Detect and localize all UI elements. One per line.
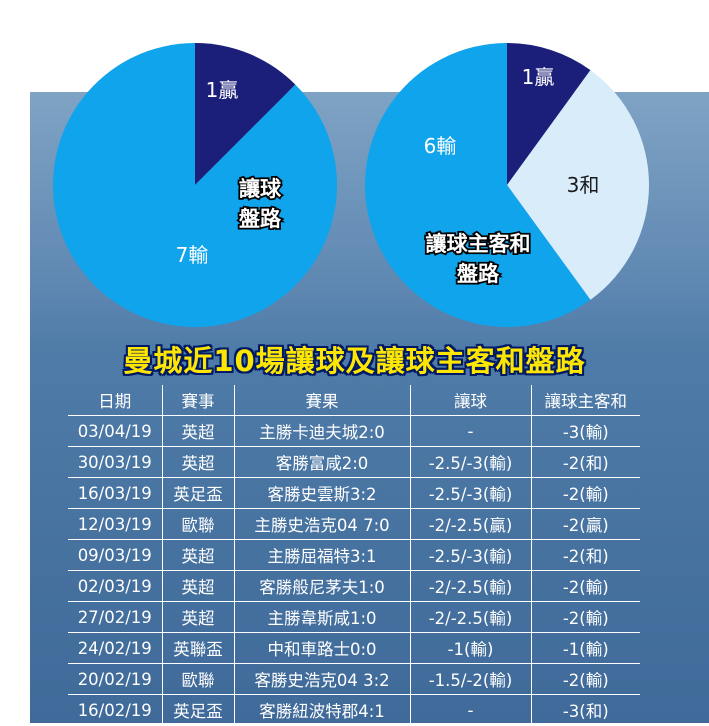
cell-date: 16/03/19 bbox=[68, 477, 162, 509]
pie-chart-handicap bbox=[52, 43, 337, 327]
cell-competition: 英聯盃 bbox=[161, 632, 234, 664]
cell-competition: 歐聯 bbox=[161, 663, 234, 695]
pie1-slice-0 bbox=[195, 43, 296, 185]
cell-handicap-home-away: -2(輸) bbox=[530, 570, 640, 602]
cell-date: 12/03/19 bbox=[68, 508, 162, 540]
cell-competition: 英足盃 bbox=[161, 694, 234, 726]
cell-handicap: -2.5/-3(輸) bbox=[409, 477, 531, 509]
header-result: 賽果 bbox=[233, 385, 410, 416]
cell-result: 客勝史浩克04 3:2 bbox=[233, 663, 410, 695]
cell-handicap: -2/-2.5(輸) bbox=[409, 601, 531, 633]
table-row: 30/03/19 英超 客勝富咸2:0 -2.5/-3(輸) -2(和) bbox=[68, 446, 640, 478]
pie1-label-lose: 7輸 bbox=[176, 243, 209, 267]
cell-date: 27/02/19 bbox=[68, 601, 162, 633]
cell-handicap-home-away: -2(輸) bbox=[530, 477, 640, 509]
pie2-label-draw: 3和 bbox=[567, 173, 600, 197]
cell-competition: 歐聯 bbox=[161, 508, 234, 540]
cell-date: 03/04/19 bbox=[68, 415, 162, 447]
cell-handicap: - bbox=[409, 415, 531, 447]
header-handicap-home-away: 讓球主客和 bbox=[530, 385, 640, 416]
header-competition: 賽事 bbox=[161, 385, 234, 416]
cell-date: 09/03/19 bbox=[68, 539, 162, 571]
cell-competition: 英超 bbox=[161, 446, 234, 478]
pie2-slice-0 bbox=[507, 43, 591, 185]
cell-handicap-home-away: -2(輸) bbox=[530, 663, 640, 695]
table-row: 27/02/19 英超 主勝韋斯咸1:0 -2/-2.5(輸) -2(輸) bbox=[68, 601, 640, 633]
cell-result: 主勝屈福特3:1 bbox=[233, 539, 410, 571]
pie1-label-win: 1贏 bbox=[206, 78, 239, 102]
cell-handicap: -2.5/-3(輸) bbox=[409, 539, 531, 571]
cell-result: 客勝史雲斯3:2 bbox=[233, 477, 410, 509]
pie2-label-win: 1贏 bbox=[522, 65, 555, 89]
table-row: 02/03/19 英超 客勝般尼茅夫1:0 -2/-2.5(輸) -2(輸) bbox=[68, 570, 640, 602]
cell-handicap-home-away: -2(贏) bbox=[530, 508, 640, 540]
cell-handicap: - bbox=[409, 694, 531, 726]
cell-date: 24/02/19 bbox=[68, 632, 162, 664]
table-row: 24/02/19 英聯盃 中和車路士0:0 -1(輸) -1(輸) bbox=[68, 632, 640, 664]
table-row: 03/04/19 英超 主勝卡迪夫城2:0- -3(輸) bbox=[68, 415, 640, 447]
cell-handicap-home-away: -2(和) bbox=[530, 446, 640, 478]
cell-handicap-home-away: -3(輸) bbox=[530, 415, 640, 447]
cell-handicap-home-away: -3(和) bbox=[530, 694, 640, 726]
cell-result: 主勝韋斯咸1:0 bbox=[233, 601, 410, 633]
table-row: 12/03/19 歐聯 主勝史浩克04 7:0 -2/-2.5(贏) -2(贏) bbox=[68, 508, 640, 540]
cell-competition: 英超 bbox=[161, 539, 234, 571]
cell-result: 客勝富咸2:0 bbox=[233, 446, 410, 478]
table-title: 曼城近10場讓球及讓球主客和盤路 bbox=[123, 344, 586, 378]
table-body: 03/04/19 英超 主勝卡迪夫城2:0- -3(輸) 30/03/19 英超 客勝富咸2… bbox=[68, 415, 640, 726]
cell-handicap: -2/-2.5(贏) bbox=[409, 508, 531, 540]
results-table: 日期 賽事 賽果 讓球 讓球主客和 03/04/19 英超 主勝卡迪夫城2:0- -3… bbox=[68, 385, 640, 726]
cell-date: 16/02/19 bbox=[68, 694, 162, 726]
table-header-row: 日期 賽事 賽果 讓球 讓球主客和 bbox=[68, 385, 640, 416]
pie2-title-line1: 讓球主客和 bbox=[426, 232, 531, 256]
pie2-slice-2 bbox=[365, 43, 591, 327]
cell-competition: 英超 bbox=[161, 570, 234, 602]
pie2-slice-1 bbox=[507, 70, 649, 300]
table-row: 16/02/19 英足盃 客勝紐波特郡4:1- -3(和) bbox=[68, 694, 640, 726]
cell-competition: 英足盃 bbox=[161, 477, 234, 509]
pie-charts-area: 1贏 7輸 讓球 盤路 1贏 3和 6輸 讓球主客和 盤路 bbox=[52, 43, 649, 327]
cell-result: 客勝般尼茅夫1:0 bbox=[233, 570, 410, 602]
cell-handicap: -2/-2.5(輸) bbox=[409, 570, 531, 602]
pie1-title-line1: 讓球 bbox=[239, 177, 282, 201]
pie-chart-handicap-home-away-draw bbox=[365, 43, 649, 327]
cell-result: 主勝史浩克04 7:0 bbox=[233, 508, 410, 540]
cell-result: 主勝卡迪夫城2:0 bbox=[233, 415, 410, 447]
cell-handicap-home-away: -1(輸) bbox=[530, 632, 640, 664]
header-handicap: 讓球 bbox=[409, 385, 531, 416]
cell-handicap: -1.5/-2(輸) bbox=[409, 663, 531, 695]
header-date: 日期 bbox=[68, 385, 162, 416]
cell-date: 02/03/19 bbox=[68, 570, 162, 602]
pie1-title-line2: 盤路 bbox=[239, 207, 282, 231]
cell-handicap: -1(輸) bbox=[409, 632, 531, 664]
cell-date: 20/02/19 bbox=[68, 663, 162, 695]
cell-competition: 英超 bbox=[161, 601, 234, 633]
cell-handicap-home-away: -2(和) bbox=[530, 539, 640, 571]
cell-handicap: -2.5/-3(輸) bbox=[409, 446, 531, 478]
table-row: 09/03/19 英超 主勝屈福特3:1 -2.5/-3(輸) -2(和) bbox=[68, 539, 640, 571]
pie2-title-line2: 盤路 bbox=[457, 262, 500, 286]
table-row: 20/02/19 歐聯 客勝史浩克04 3:2 -1.5/-2(輸) -2(輸) bbox=[68, 663, 640, 695]
cell-handicap-home-away: -2(輸) bbox=[530, 601, 640, 633]
pie1-slice-1 bbox=[52, 43, 337, 327]
table-row: 16/03/19 英足盃 客勝史雲斯3:2 -2.5/-3(輸) -2(輸) bbox=[68, 477, 640, 509]
cell-result: 客勝紐波特郡4:1 bbox=[233, 694, 410, 726]
cell-date: 30/03/19 bbox=[68, 446, 162, 478]
cell-competition: 英超 bbox=[161, 415, 234, 447]
pie2-label-lose: 6輸 bbox=[424, 134, 457, 158]
cell-result: 中和車路士0:0 bbox=[233, 632, 410, 664]
